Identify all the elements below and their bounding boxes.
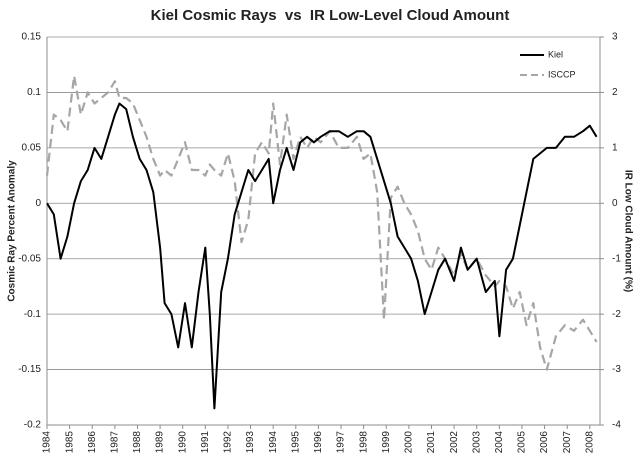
x-tick-label: 1986 <box>87 431 98 454</box>
x-tick-label: 1991 <box>200 431 211 454</box>
x-tick-label: 1994 <box>268 431 279 454</box>
legend-label: Kiel <box>548 49 563 59</box>
x-tick-label: 2007 <box>562 431 573 454</box>
y2-tick-label: 0 <box>612 198 618 209</box>
y-axis-title: Cosmic Ray Percent Anomaly <box>7 160 18 302</box>
y2-tick-label: -4 <box>612 420 621 431</box>
x-tick-label: 1984 <box>42 431 53 454</box>
x-tick-label: 1987 <box>109 431 120 454</box>
x-tick-label: 2004 <box>494 431 505 454</box>
y-tick-label: 0.1 <box>27 87 41 98</box>
y-tick-label: 0.15 <box>22 32 42 43</box>
y-tick-label: 0 <box>35 198 41 209</box>
y2-tick-label: -1 <box>612 253 621 264</box>
y-tick-label: -0.15 <box>18 364 41 375</box>
x-tick-label: 2003 <box>471 431 482 454</box>
y-tick-label: 0.05 <box>22 142 42 153</box>
x-tick-label: 1999 <box>381 431 392 454</box>
legend-label: ISCCP <box>548 69 576 79</box>
x-tick-label: 2001 <box>426 431 437 454</box>
x-tick-label: 1985 <box>64 431 75 454</box>
x-tick-label: 2000 <box>404 431 415 454</box>
x-tick-label: 2006 <box>539 431 550 454</box>
series-line <box>45 74 598 371</box>
x-tick-label: 1992 <box>223 431 234 454</box>
y2-tick-label: 1 <box>612 142 618 153</box>
y2-tick-label: 2 <box>612 87 618 98</box>
y-tick-label: -0.1 <box>24 309 42 320</box>
x-tick-label: 2005 <box>517 431 528 454</box>
y2-tick-label: 3 <box>612 32 618 43</box>
series-line <box>46 102 598 410</box>
y2-axis-title: IR Low Cloud Amount (%) <box>622 170 633 292</box>
x-tick-label: 1996 <box>313 431 324 454</box>
y-tick-label: -0.2 <box>24 420 42 431</box>
y2-tick-label: -2 <box>612 309 621 320</box>
x-tick-label: 1990 <box>177 431 188 454</box>
x-tick-label: 2008 <box>584 431 595 454</box>
x-tick-label: 1997 <box>336 431 347 454</box>
x-tick-label: 1998 <box>358 431 369 454</box>
x-tick-label: 2002 <box>449 431 460 454</box>
y2-tick-label: -3 <box>612 364 621 375</box>
x-tick-label: 1995 <box>290 431 301 454</box>
x-tick-label: 1989 <box>155 431 166 454</box>
x-tick-label: 1993 <box>245 431 256 454</box>
x-tick-label: 1988 <box>132 431 143 454</box>
y-tick-label: -0.05 <box>18 253 41 264</box>
chart-title: Kiel Cosmic Rays vs IR Low-Level Cloud A… <box>151 7 510 24</box>
